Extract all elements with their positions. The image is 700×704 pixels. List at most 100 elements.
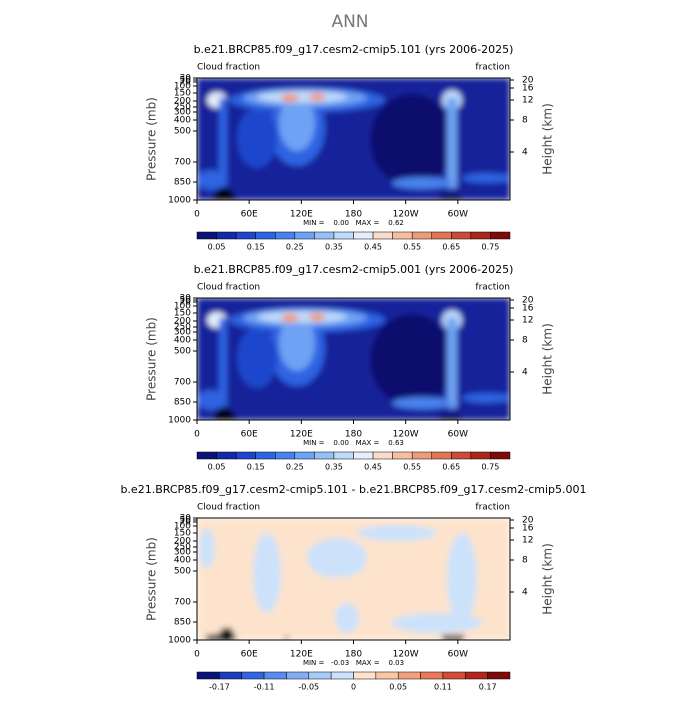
y2-tick-label: 20: [522, 296, 534, 306]
y-tick-label: 300: [174, 328, 191, 338]
colorbar-label: 0.15: [247, 243, 265, 252]
colorbar-box: [196, 231, 217, 240]
colorbar-label: 0.35: [325, 463, 343, 472]
colorbar-box: [235, 451, 256, 460]
colorbar-box: [451, 451, 472, 460]
colorbar-box: [470, 451, 491, 460]
contour: [447, 318, 457, 408]
colorbar-label: 0.55: [403, 463, 421, 472]
y-tick-label: 200: [174, 97, 191, 107]
y2-tick-label: 16: [522, 524, 534, 534]
y-tick-label: 500: [174, 347, 191, 357]
colorbar-box: [286, 671, 310, 680]
colorbar-label: 0.35: [325, 243, 343, 252]
colorbar-box: [392, 231, 413, 240]
y-tick-label: 700: [174, 158, 191, 168]
y2-tick-label: 12: [522, 96, 533, 106]
colorbar-box: [241, 671, 265, 680]
colorbar-label: -0.17: [209, 683, 230, 692]
colorbar-box: [465, 671, 488, 680]
colorbar-box: [487, 671, 511, 680]
colorbar-box: [411, 231, 432, 240]
y-tick-label: 1000: [168, 636, 191, 646]
colorbar-label: 0.45: [364, 463, 382, 472]
y2-tick-label: 16: [522, 84, 534, 94]
stats: MIN = 0.00 MAX = 0.62: [303, 219, 404, 227]
x-tick-label: 0: [194, 650, 200, 660]
y-tick-label: 400: [174, 336, 191, 346]
colorbar-box: [196, 671, 220, 680]
contour: [392, 397, 452, 409]
colorbar-label: 0.15: [247, 463, 265, 472]
colorbar-box: [330, 671, 354, 680]
x-tick-label: 0: [194, 430, 200, 440]
y2-tick-label: 20: [522, 516, 534, 526]
colorbar-box: [397, 671, 421, 680]
contour: [442, 635, 464, 640]
y-tick-label: 30: [180, 74, 192, 84]
colorbar-box: [431, 451, 452, 460]
contour: [335, 603, 359, 633]
y-tick-label: 50: [180, 76, 192, 86]
y-axis-label: Pressure (mb): [145, 537, 159, 621]
contour: [237, 328, 277, 388]
colorbar-box: [420, 671, 444, 680]
contour: [253, 533, 281, 613]
contour: [219, 318, 227, 408]
colorbar-box: [216, 451, 237, 460]
y-tick-label: 400: [174, 116, 191, 126]
field: [197, 78, 510, 200]
y-tick-label: 250: [174, 103, 191, 113]
contour: [462, 393, 510, 403]
colorbar-box: [353, 231, 374, 240]
y-tick-label: 70: [180, 298, 192, 308]
y-tick-label: 500: [174, 127, 191, 137]
y-tick-label: 150: [174, 529, 191, 539]
colorbar-box: [294, 451, 315, 460]
colorbar-label: 0.75: [482, 243, 500, 252]
x-tick-label: 60W: [448, 210, 468, 220]
colorbar-box: [333, 231, 354, 240]
right-label: fraction: [475, 503, 510, 513]
x-tick-label: 60W: [448, 650, 468, 660]
field-shapes: [197, 518, 510, 640]
y-tick-label: 700: [174, 598, 191, 608]
colorbar-label: 0.17: [479, 683, 497, 692]
y-axis-label: Pressure (mb): [145, 97, 159, 181]
x-tick-label: 180: [345, 430, 362, 440]
contour: [437, 415, 463, 420]
contour: [281, 314, 299, 322]
x-tick-label: 180: [345, 210, 362, 220]
y-tick-label: 150: [174, 309, 191, 319]
field: [197, 298, 510, 420]
y2-tick-label: 8: [522, 556, 528, 566]
x-tick-label: 120W: [393, 210, 419, 220]
y-tick-label: 400: [174, 556, 191, 566]
contour: [197, 390, 225, 410]
x-tick-label: 0: [194, 210, 200, 220]
y-tick-label: 50: [180, 516, 192, 526]
colorbar-label: 0.65: [442, 243, 460, 252]
y2-axis-label: Height (km): [541, 103, 555, 174]
panel-title: b.e21.BRCP85.f09_g17.cesm2-cmip5.101 (yr…: [194, 43, 514, 56]
colorbar-label: 0.75: [482, 463, 500, 472]
contour: [281, 94, 299, 102]
colorbar-box: [235, 231, 256, 240]
colorbar-label: 0.05: [208, 243, 226, 252]
y2-tick-label: 16: [522, 304, 534, 314]
contour: [392, 177, 452, 189]
y2-tick-label: 20: [522, 76, 534, 86]
contour: [237, 108, 277, 168]
field: [197, 518, 510, 640]
y-tick-label: 850: [174, 618, 191, 628]
colorbar-label: -0.11: [254, 683, 275, 692]
y-tick-label: 250: [174, 323, 191, 333]
x-tick-label: 120E: [290, 210, 313, 220]
colorbar-box: [263, 671, 287, 680]
y-tick-label: 200: [174, 317, 191, 327]
colorbar-label: 0.05: [208, 463, 226, 472]
colorbar-label: 0.55: [403, 243, 421, 252]
y-tick-label: 70: [180, 78, 192, 88]
contour: [309, 93, 325, 101]
colorbar-box: [470, 231, 491, 240]
